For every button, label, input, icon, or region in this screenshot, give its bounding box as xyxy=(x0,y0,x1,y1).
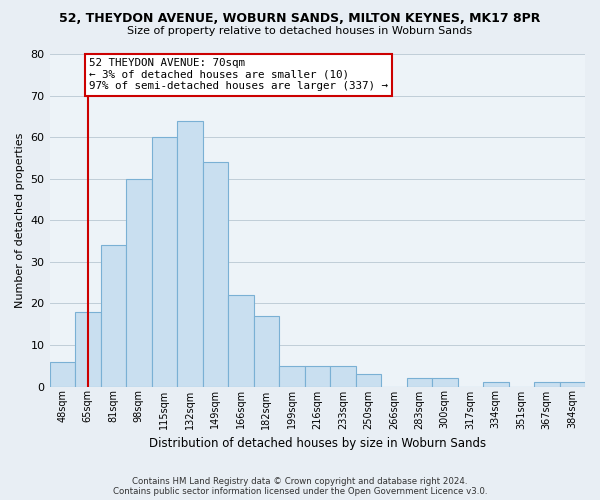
Text: Size of property relative to detached houses in Woburn Sands: Size of property relative to detached ho… xyxy=(127,26,473,36)
Bar xyxy=(152,137,177,386)
Bar xyxy=(534,382,560,386)
X-axis label: Distribution of detached houses by size in Woburn Sands: Distribution of detached houses by size … xyxy=(149,437,486,450)
Bar xyxy=(101,245,126,386)
Text: 52 THEYDON AVENUE: 70sqm
← 3% of detached houses are smaller (10)
97% of semi-de: 52 THEYDON AVENUE: 70sqm ← 3% of detache… xyxy=(89,58,388,92)
Bar xyxy=(203,162,228,386)
Bar xyxy=(356,374,381,386)
Bar xyxy=(177,120,203,386)
Bar xyxy=(75,312,101,386)
Bar xyxy=(305,366,330,386)
Bar xyxy=(279,366,305,386)
Bar xyxy=(254,316,279,386)
Bar xyxy=(50,362,75,386)
Bar xyxy=(330,366,356,386)
Bar xyxy=(228,295,254,386)
Bar xyxy=(126,178,152,386)
Y-axis label: Number of detached properties: Number of detached properties xyxy=(15,132,25,308)
Bar xyxy=(407,378,432,386)
Text: 52, THEYDON AVENUE, WOBURN SANDS, MILTON KEYNES, MK17 8PR: 52, THEYDON AVENUE, WOBURN SANDS, MILTON… xyxy=(59,12,541,26)
Bar xyxy=(432,378,458,386)
Bar xyxy=(560,382,585,386)
Text: Contains HM Land Registry data © Crown copyright and database right 2024.
Contai: Contains HM Land Registry data © Crown c… xyxy=(113,476,487,496)
Bar xyxy=(483,382,509,386)
